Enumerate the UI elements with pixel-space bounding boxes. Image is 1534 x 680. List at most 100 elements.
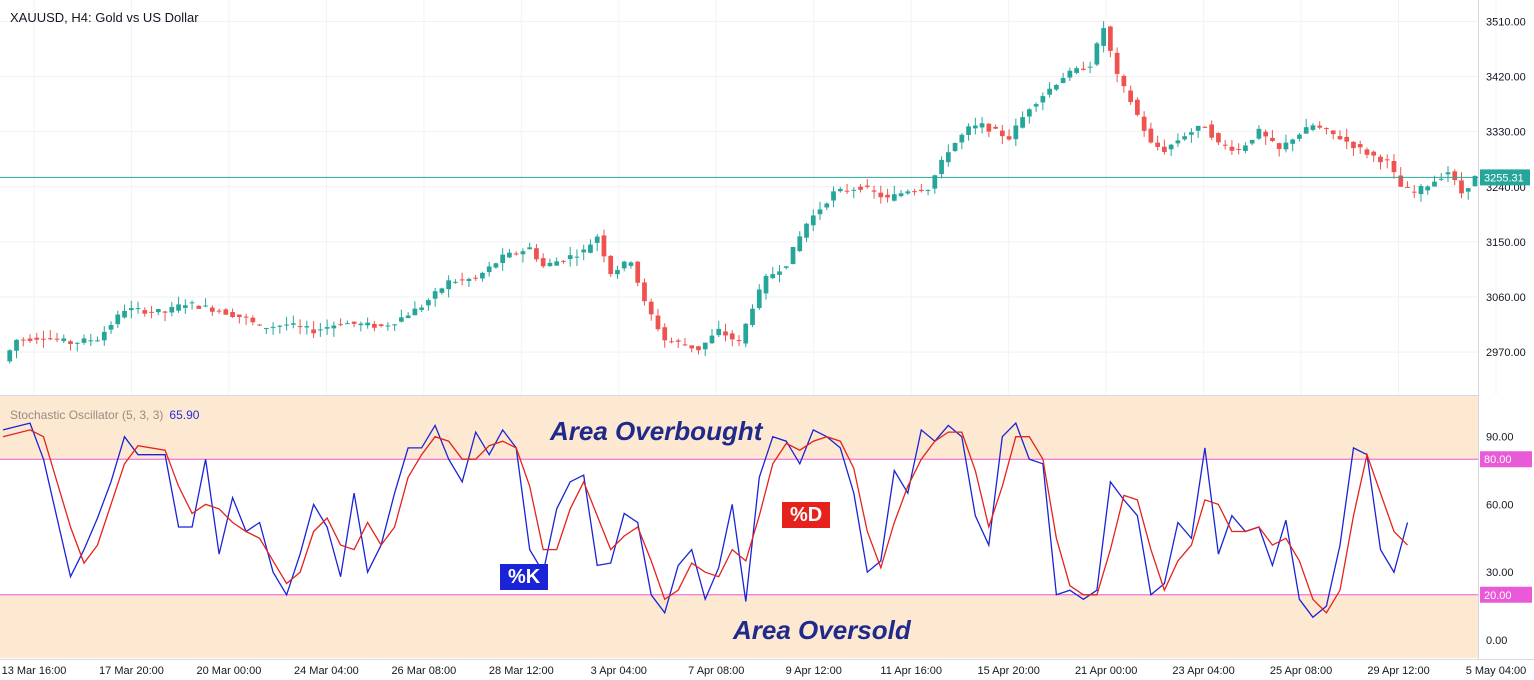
candle-body <box>628 262 634 266</box>
candle-body <box>1243 145 1248 152</box>
candle-body <box>453 281 458 283</box>
oversold-annotation: Area Oversold <box>733 615 911 645</box>
candle-body <box>27 338 33 341</box>
level-badge <box>1480 451 1532 468</box>
candle-body <box>1249 139 1255 144</box>
candle-body <box>1202 126 1208 128</box>
candle-body <box>655 315 661 330</box>
candle-body <box>277 325 283 327</box>
candle-body <box>108 325 114 330</box>
candle-body <box>1310 125 1316 130</box>
candle-body <box>669 341 674 343</box>
candle-body <box>1425 186 1431 191</box>
candle-body <box>446 280 452 290</box>
candle-body <box>338 324 343 326</box>
time-tick-label: 25 Apr 08:00 <box>1270 665 1332 677</box>
candle-body <box>1135 99 1140 115</box>
candle-body <box>54 338 60 340</box>
candle-body <box>696 346 701 351</box>
candle-body <box>250 317 256 323</box>
candle-body <box>290 323 296 325</box>
k-line-tag: %K <box>500 564 549 590</box>
candle-body <box>1398 175 1404 187</box>
candle-body <box>878 192 884 198</box>
candle-body <box>345 323 350 325</box>
oscillator-title: Stochastic Oscillator (5, 3, 3) <box>10 408 164 422</box>
candle-body <box>642 282 647 302</box>
candle-body <box>1256 128 1262 139</box>
oscillator-zones <box>0 395 1478 658</box>
candle-body <box>405 315 411 319</box>
level-badge <box>1480 586 1532 603</box>
candle-body <box>837 188 843 192</box>
time-tick-label: 17 Mar 20:00 <box>99 665 164 677</box>
candle-body <box>47 338 53 340</box>
candle-body <box>1391 160 1397 173</box>
time-tick-label: 9 Apr 12:00 <box>786 665 842 677</box>
candle-body <box>608 255 614 275</box>
candle-body <box>804 223 809 238</box>
candle-body <box>257 324 262 326</box>
candle-body <box>1317 125 1323 128</box>
candle-body <box>1067 70 1073 78</box>
candle-body <box>351 321 357 324</box>
candle-body <box>1445 172 1451 175</box>
candle-body <box>999 130 1005 137</box>
candle-body <box>1087 66 1093 68</box>
candle-body <box>756 289 762 309</box>
candle-body <box>162 311 168 313</box>
candle-body <box>567 255 573 259</box>
candle-body <box>952 142 958 151</box>
candle-body <box>216 310 222 312</box>
candle-body <box>716 328 722 336</box>
candle-body <box>1155 142 1161 147</box>
candle-body <box>540 258 546 267</box>
candle-body <box>662 327 668 341</box>
d-line-tag: %D <box>782 502 831 528</box>
candle-body <box>1081 68 1086 70</box>
candle-body <box>1229 146 1235 151</box>
candle-body <box>209 307 215 312</box>
candle-body <box>1263 131 1269 137</box>
candle-body <box>203 305 208 307</box>
candle-body <box>621 261 627 269</box>
candle-body <box>1270 137 1275 141</box>
candle-body <box>1432 181 1437 187</box>
candle-body <box>1371 151 1377 156</box>
level-badge-text: 80.00 <box>1484 454 1512 466</box>
candle-body <box>1438 178 1444 180</box>
candle-body <box>399 317 404 322</box>
candle-body <box>412 308 418 316</box>
candle-body <box>858 186 863 190</box>
candle-body <box>1384 159 1390 161</box>
time-tick-label: 3 Apr 04:00 <box>591 665 647 677</box>
price-tick-label: 2970.00 <box>1486 347 1526 359</box>
candle-body <box>824 203 830 208</box>
candle-body <box>844 190 850 192</box>
time-tick-label: 20 Mar 00:00 <box>197 665 262 677</box>
candle-body <box>979 123 985 128</box>
candle-body <box>648 301 654 315</box>
candle-body <box>939 159 944 175</box>
candle-body <box>1472 176 1478 187</box>
candle-body <box>1114 52 1120 74</box>
oscillator-tick-label: 30.00 <box>1486 567 1514 579</box>
candle-body <box>507 252 512 258</box>
time-tick-label: 29 Apr 12:00 <box>1367 665 1429 677</box>
candle-body <box>1074 68 1079 73</box>
candle-body <box>1047 88 1052 95</box>
candle-body <box>1276 143 1282 149</box>
oscillator-lines <box>2 421 1409 619</box>
candle-body <box>1337 136 1343 140</box>
candle-body <box>959 134 965 143</box>
candle-body <box>594 236 600 243</box>
candle-body <box>135 308 141 310</box>
candle-body <box>1222 144 1228 146</box>
candle-body <box>682 344 688 346</box>
candle-body <box>486 266 492 273</box>
candle-body <box>547 262 553 267</box>
candle-body <box>1290 139 1296 144</box>
candle-body <box>1236 148 1242 150</box>
candle-body <box>1411 191 1417 193</box>
candle-body <box>1128 90 1133 103</box>
